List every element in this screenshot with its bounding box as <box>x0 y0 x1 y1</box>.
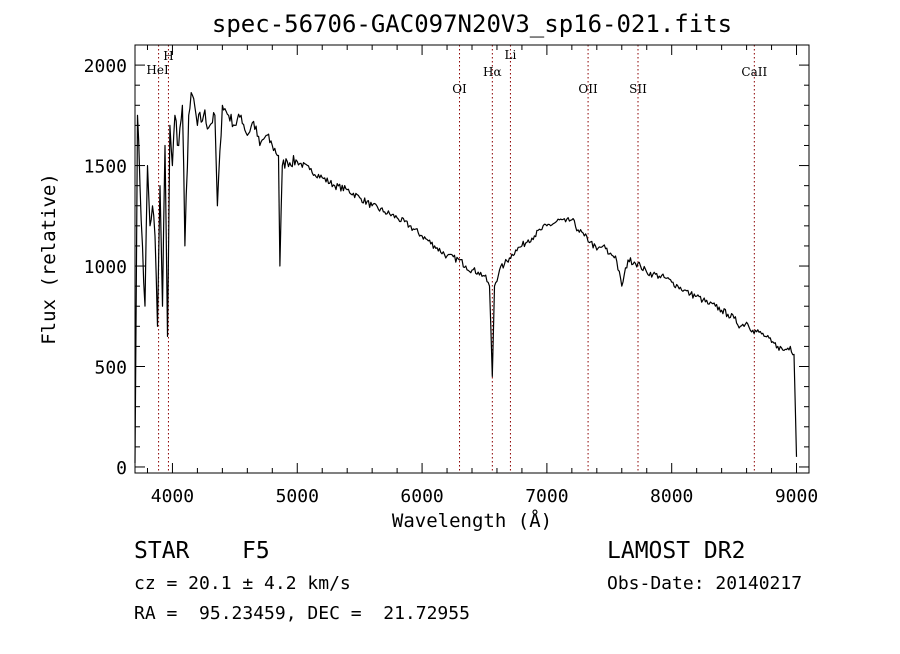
chart-title: spec-56706-GAC097N20V3_sp16-021.fits <box>212 10 732 38</box>
line-label-CaII: CaII <box>741 65 767 79</box>
x-axis: 4000 5000 6000 7000 8000 9000 <box>146 45 818 507</box>
y-tick-label: 0 <box>116 458 127 479</box>
redshift-readout: cz = 20.1 ± 4.2 km/s <box>134 573 351 594</box>
y-tick-label: 1000 <box>84 257 127 278</box>
y-tick-label: 1500 <box>84 157 127 178</box>
line-label-SII: SII <box>629 82 647 96</box>
x-tick-label: 9000 <box>775 486 818 507</box>
object-class: STAR <box>134 538 190 564</box>
survey-name: LAMOST DR2 <box>607 538 746 564</box>
x-tick-label: 8000 <box>650 486 693 507</box>
x-tick-label: 6000 <box>400 486 443 507</box>
plot-frame <box>134 44 810 474</box>
y-axis: 0 500 1000 1500 2000 <box>84 56 809 479</box>
line-label-HeI: HeI <box>146 63 169 77</box>
coordinates: RA = 95.23459, DEC = 21.72955 <box>134 603 470 624</box>
line-label-H: H <box>163 49 173 63</box>
x-tick-label: 7000 <box>525 486 568 507</box>
y-tick-label: 500 <box>94 358 127 379</box>
y-axis-label: Flux (relative) <box>38 173 60 345</box>
object-subclass: F5 <box>242 538 270 564</box>
obs-date: Obs-Date: 20140217 <box>607 573 803 594</box>
x-tick-label: 5000 <box>276 486 319 507</box>
line-label-Li: Li <box>505 48 517 62</box>
line-label-Hα: Hα <box>483 65 502 79</box>
line-label-OI: OI <box>452 82 467 96</box>
series-spectrum <box>134 92 798 464</box>
y-tick-label: 2000 <box>84 56 127 77</box>
x-axis-label: Wavelength (Å) <box>392 509 552 532</box>
x-tick-label: 4000 <box>151 486 194 507</box>
line-label-OII: OII <box>578 82 598 96</box>
